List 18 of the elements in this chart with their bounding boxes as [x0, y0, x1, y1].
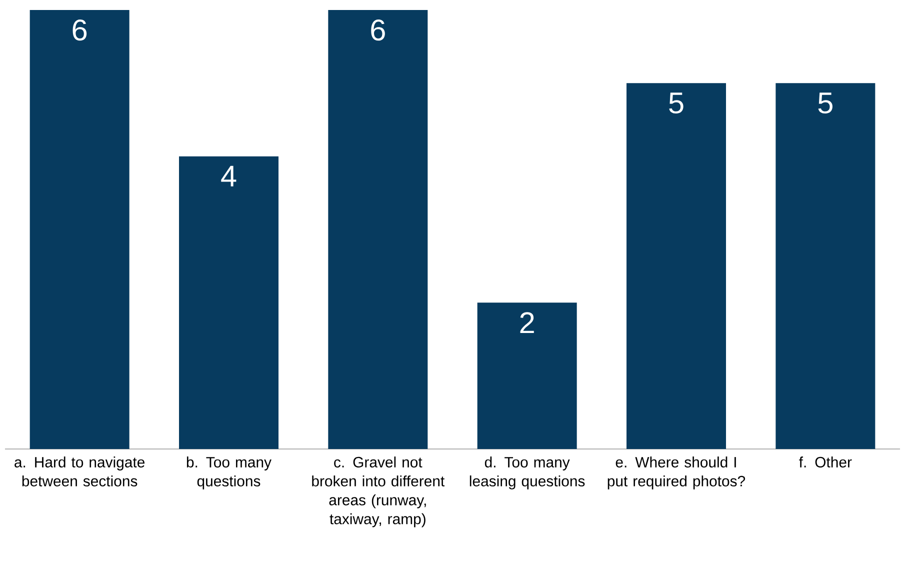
- data-label: 6: [371, 20, 385, 41]
- bar: [328, 10, 428, 449]
- data-label: 2: [520, 312, 534, 334]
- data-label: 4: [221, 166, 236, 186]
- x-tick-label: f. Other: [799, 456, 852, 468]
- data-label: 5: [818, 92, 832, 114]
- bar: [626, 83, 726, 449]
- x-tick-label: a. Hard to navigate between sections: [14, 456, 145, 486]
- data-label: 5: [669, 92, 684, 114]
- bar: [477, 302, 577, 449]
- bar: [30, 10, 130, 449]
- data-label: 6: [72, 20, 87, 41]
- bar: [776, 83, 876, 449]
- x-tick-label: e. Where should I put required photos?: [608, 456, 746, 490]
- x-tick-label: d. Too many leasing questions: [470, 456, 585, 490]
- x-tick-label: c. Gravel not broken into different areas (runway, taxiway, ramp): [312, 456, 445, 528]
- bar: [179, 156, 278, 449]
- x-tick-label: b. Too many questions: [186, 456, 272, 490]
